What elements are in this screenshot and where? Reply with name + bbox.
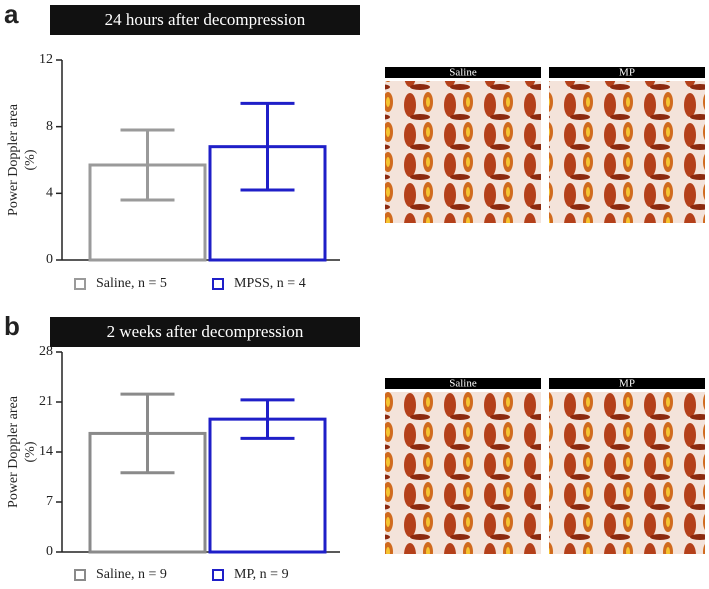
y-axis-label: Power Doppler area (6, 103, 21, 216)
y-tick-label: 28 (39, 344, 53, 359)
doppler-image (549, 81, 705, 223)
panel-label: b (4, 311, 20, 341)
error-bar (120, 128, 175, 202)
legend-swatch (74, 278, 86, 290)
legend-label: MP, n = 9 (234, 567, 289, 582)
image-header (549, 67, 705, 78)
error-bar (240, 398, 295, 440)
image-header (549, 378, 705, 389)
legend-swatch (74, 569, 86, 581)
image-header (385, 67, 541, 78)
y-axis-label: (%) (23, 149, 38, 170)
y-axis-label: Power Doppler area (6, 395, 21, 508)
image-label: Saline (449, 378, 477, 390)
title-bar (50, 5, 360, 35)
legend-swatch (212, 278, 224, 290)
y-tick-label: 7 (46, 494, 53, 509)
doppler-image (385, 81, 541, 223)
bar (208, 417, 327, 554)
y-tick-label: 8 (46, 119, 53, 134)
panel-label: a (4, 0, 19, 29)
chart-title: 2 weeks after decompression (107, 322, 304, 341)
doppler-image (385, 392, 541, 554)
image-label: Saline (449, 67, 477, 79)
legend-swatch (212, 569, 224, 581)
doppler-image (549, 392, 705, 554)
y-tick-label: 14 (39, 444, 53, 459)
legend-label: MPSS, n = 4 (234, 276, 306, 291)
error-bar (240, 101, 295, 192)
y-tick-label: 0 (46, 544, 53, 559)
image-label: MP (619, 67, 635, 79)
error-bar (120, 392, 175, 475)
image-label: MP (619, 378, 635, 390)
y-axis-label: (%) (23, 441, 38, 462)
y-tick-label: 12 (39, 52, 53, 67)
title-bar (50, 317, 360, 347)
chart-title: 24 hours after decompression (105, 10, 306, 29)
legend-label: Saline, n = 9 (96, 567, 167, 582)
image-header (385, 378, 541, 389)
y-tick-label: 4 (46, 186, 53, 201)
y-tick-label: 0 (46, 252, 53, 267)
y-tick-label: 21 (39, 394, 53, 409)
legend-label: Saline, n = 5 (96, 276, 167, 291)
